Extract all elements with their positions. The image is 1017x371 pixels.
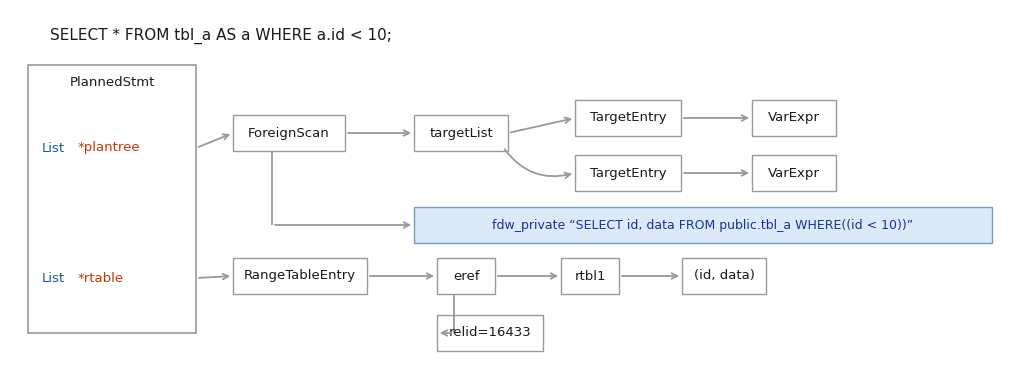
Bar [575, 100, 681, 136]
Text: ForeignScan: ForeignScan [248, 127, 330, 139]
Text: RangeTableEntry: RangeTableEntry [244, 269, 356, 282]
Text: TargetEntry: TargetEntry [590, 112, 666, 125]
Text: *rtable: *rtable [78, 272, 124, 285]
Text: fdw_private “SELECT id, data FROM public.tbl_a WHERE((id < 10))”: fdw_private “SELECT id, data FROM public… [492, 219, 913, 232]
Text: *plantree: *plantree [78, 141, 140, 154]
Bar [414, 115, 508, 151]
Text: (id, data): (id, data) [694, 269, 755, 282]
Text: targetList: targetList [429, 127, 493, 139]
Bar [233, 115, 345, 151]
Bar [561, 258, 619, 294]
Bar [414, 207, 992, 243]
Bar [28, 65, 196, 333]
Bar [575, 155, 681, 191]
Text: VarExpr: VarExpr [768, 112, 820, 125]
Text: PlannedStmt: PlannedStmt [69, 76, 155, 89]
Bar [233, 258, 367, 294]
Text: relid=16433: relid=16433 [448, 326, 531, 339]
Text: eref: eref [453, 269, 479, 282]
Bar [752, 155, 836, 191]
Bar [682, 258, 766, 294]
Bar [437, 258, 495, 294]
Text: VarExpr: VarExpr [768, 167, 820, 180]
Bar [752, 100, 836, 136]
Text: TargetEntry: TargetEntry [590, 167, 666, 180]
Bar [437, 315, 543, 351]
Text: List: List [42, 272, 65, 285]
Text: rtbl1: rtbl1 [575, 269, 606, 282]
Text: List: List [42, 141, 65, 154]
Text: SELECT * FROM tbl_a AS a WHERE a.id < 10;: SELECT * FROM tbl_a AS a WHERE a.id < 10… [50, 28, 392, 44]
